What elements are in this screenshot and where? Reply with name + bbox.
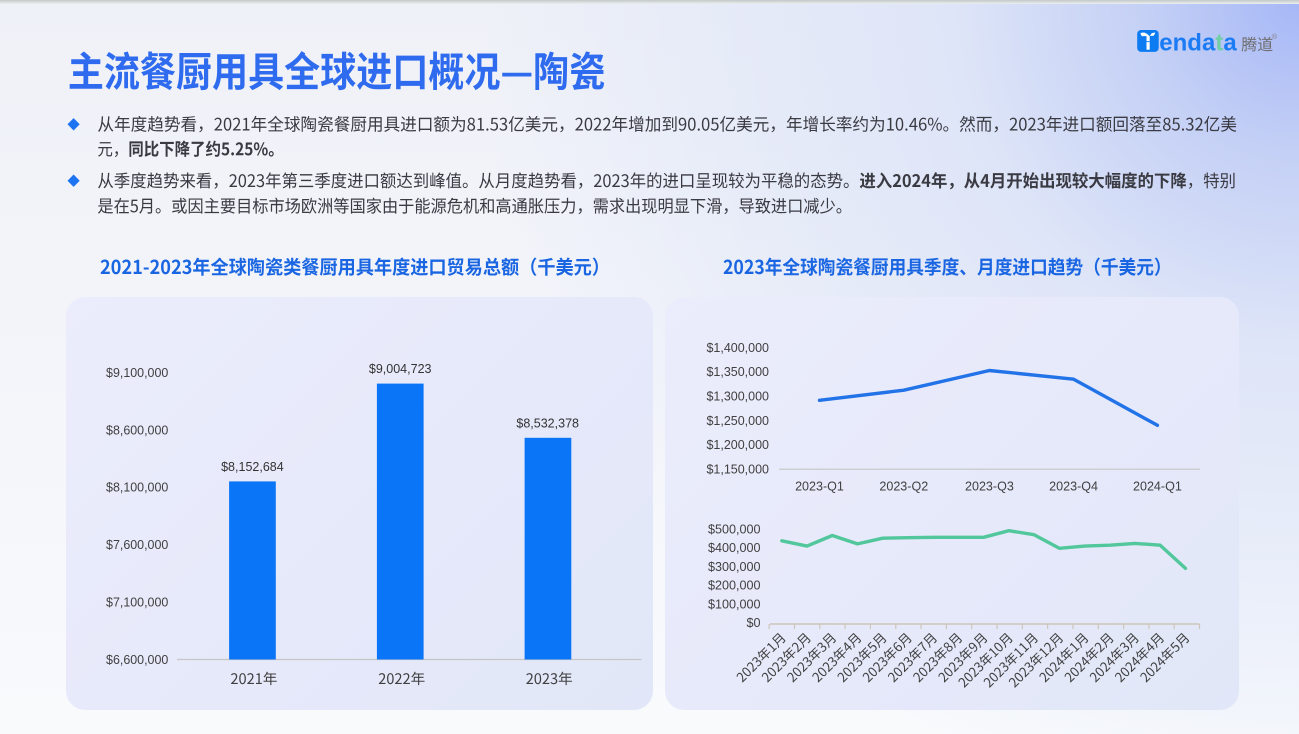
- svg-text:$1,400,000: $1,400,000: [706, 341, 769, 355]
- svg-text:2023-Q2: 2023-Q2: [879, 480, 928, 494]
- svg-text:$6,600,000: $6,600,000: [106, 653, 168, 667]
- svg-text:$1,350,000: $1,350,000: [706, 365, 769, 379]
- svg-text:$100,000: $100,000: [708, 598, 761, 612]
- svg-text:$9,100,000: $9,100,000: [106, 366, 168, 380]
- svg-text:2024-Q1: 2024-Q1: [1133, 480, 1182, 494]
- svg-text:$400,000: $400,000: [708, 541, 761, 555]
- svg-text:2023-Q3: 2023-Q3: [965, 480, 1014, 494]
- svg-text:$1,250,000: $1,250,000: [706, 414, 769, 428]
- svg-text:endata: endata: [1159, 29, 1237, 56]
- svg-text:®: ®: [1272, 32, 1278, 41]
- svg-text:$300,000: $300,000: [708, 560, 761, 574]
- svg-text:$0: $0: [746, 616, 760, 630]
- svg-text:$200,000: $200,000: [708, 579, 761, 593]
- svg-text:2023-Q1: 2023-Q1: [795, 480, 844, 494]
- svg-text:$8,532,378: $8,532,378: [516, 416, 579, 430]
- svg-text:$1,200,000: $1,200,000: [706, 438, 769, 452]
- svg-text:$500,000: $500,000: [708, 522, 761, 536]
- svg-text:$1,150,000: $1,150,000: [706, 462, 769, 476]
- svg-text:$9,004,723: $9,004,723: [369, 362, 432, 376]
- svg-text:$8,152,684: $8,152,684: [221, 460, 284, 474]
- svg-text:2023-Q4: 2023-Q4: [1049, 480, 1098, 494]
- svg-text:$1,300,000: $1,300,000: [706, 390, 769, 404]
- svg-text:$7,100,000: $7,100,000: [106, 595, 168, 609]
- svg-text:$8,100,000: $8,100,000: [106, 481, 168, 495]
- svg-text:$7,600,000: $7,600,000: [106, 538, 168, 552]
- svg-text:$8,600,000: $8,600,000: [106, 423, 168, 437]
